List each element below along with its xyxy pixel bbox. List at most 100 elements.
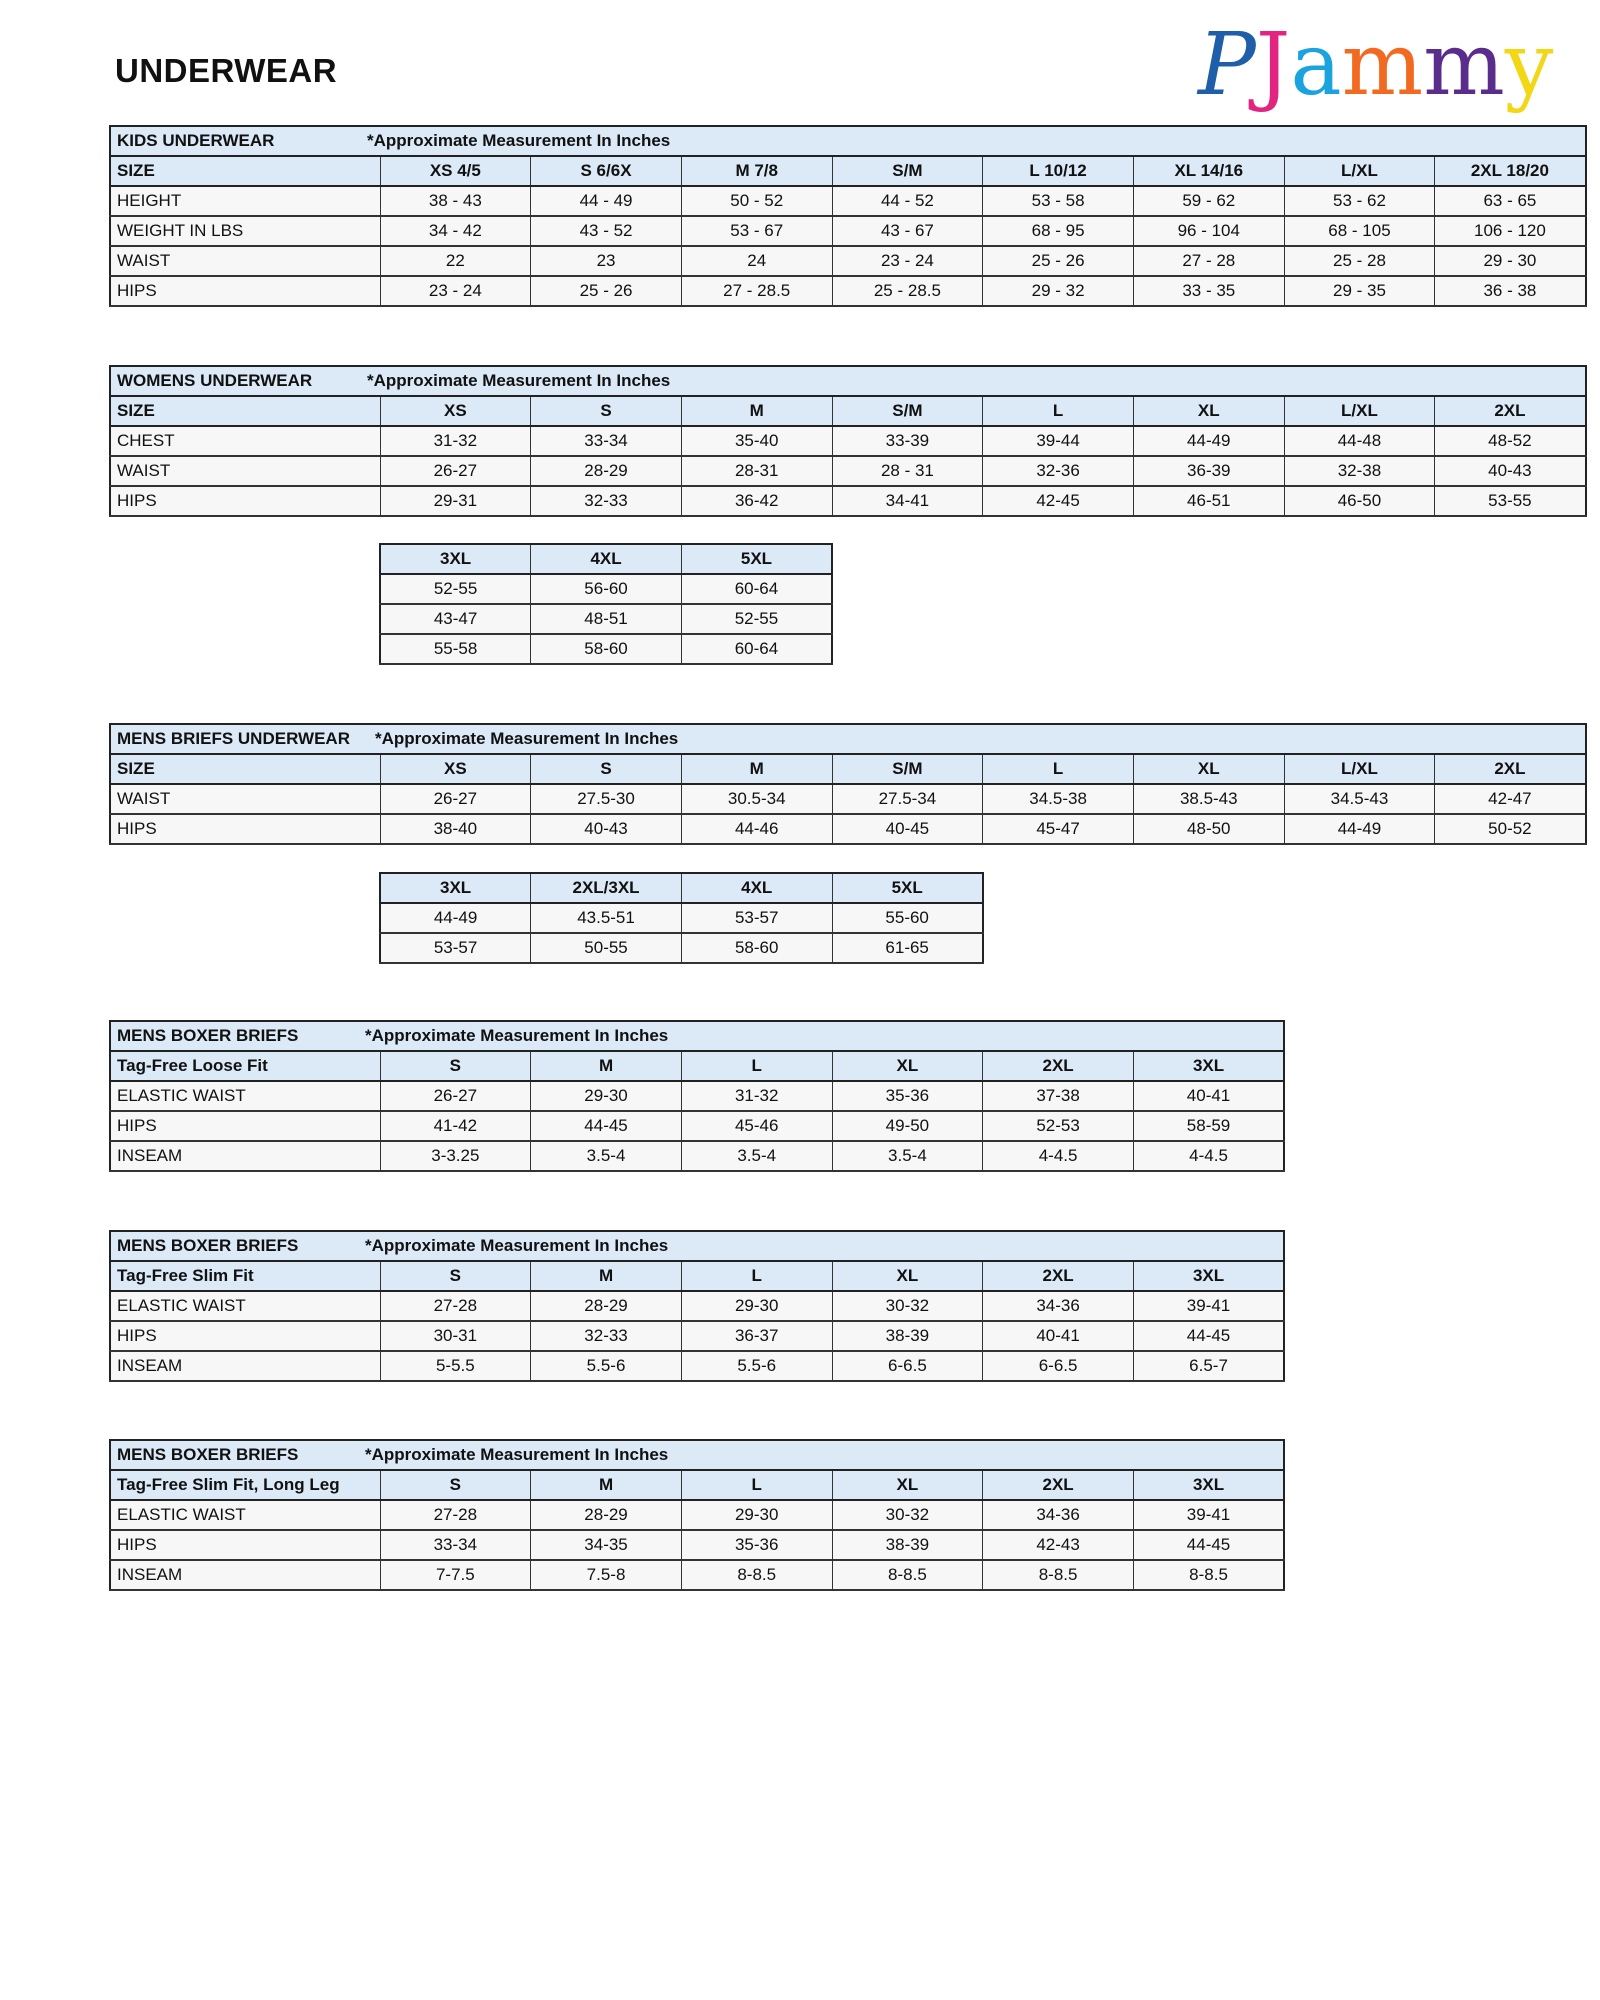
measurement-cell: 50 - 52 <box>680 185 833 217</box>
measurement-cell: 23 - 24 <box>831 245 984 277</box>
measurement-cell: 63 - 65 <box>1434 185 1586 217</box>
measurement-cell: 36-42 <box>680 485 833 517</box>
size-header-cell: S/M <box>831 395 984 427</box>
size-header-cell: S <box>530 753 682 785</box>
measurement-cell: 40-41 <box>982 1320 1134 1352</box>
size-header-cell: 2XL/3XL <box>530 872 682 904</box>
measurement-cell: 68 - 105 <box>1283 215 1436 247</box>
measurement-label: HIPS <box>109 275 381 307</box>
size-header-cell: 2XL <box>982 1050 1134 1082</box>
measurement-cell: 44-49 <box>379 902 532 934</box>
measurement-cell: 44-48 <box>1283 425 1436 457</box>
measurement-label: ELASTIC WAIST <box>109 1499 381 1531</box>
table-caption-row: MENS BOXER BRIEFS *Approximate Measuremen… <box>109 1230 1285 1262</box>
row-label-header: Tag-Free Slim Fit, Long Leg <box>109 1469 381 1501</box>
size-header-cell: L <box>680 1260 833 1292</box>
measurement-cell: 38-40 <box>379 813 532 845</box>
table-caption-row: KIDS UNDERWEAR *Approximate Measurement I… <box>109 125 1586 157</box>
table-caption-row: MENS BOXER BRIEFS *Approximate Measuremen… <box>109 1439 1285 1471</box>
measurement-label: HIPS <box>109 1529 381 1561</box>
table-row: WAIST 26-27 28-29 28-31 28 - 31 32-36 36-39 32-… <box>109 455 1586 487</box>
size-header-cell: XL <box>831 1260 984 1292</box>
measurement-note: *Approximate Measurement In Inches <box>367 131 671 150</box>
measurement-cell: 27.5-30 <box>530 783 682 815</box>
kids-size-table: KIDS UNDERWEAR *Approximate Measurement I… <box>109 125 1587 307</box>
measurement-cell: 34-36 <box>982 1499 1134 1531</box>
table-row: HIPS 33-34 34-35 35-36 38-39 42-43 44-45 <box>109 1529 1285 1561</box>
size-header-cell: 5XL <box>831 872 984 904</box>
measurement-cell: 39-44 <box>982 425 1134 457</box>
size-header-cell: 3XL <box>379 543 532 575</box>
measurement-cell: 6.5-7 <box>1132 1350 1285 1382</box>
measurement-cell: 42-43 <box>982 1529 1134 1561</box>
measurement-cell: 5.5-6 <box>680 1350 833 1382</box>
measurement-cell: 48-50 <box>1132 813 1285 845</box>
table-row: INSEAM 5-5.5 5.5-6 5.5-6 6-6.5 6-6.5 6.5-7 <box>109 1350 1285 1382</box>
measurement-cell: 61-65 <box>831 932 984 964</box>
size-header-cell: XL <box>1132 753 1285 785</box>
size-header-cell: 3XL <box>379 872 532 904</box>
measurement-cell: 59 - 62 <box>1132 185 1285 217</box>
size-header-cell: L <box>982 753 1134 785</box>
measurement-cell: 34-35 <box>530 1529 682 1561</box>
measurement-cell: 3.5-4 <box>831 1140 984 1172</box>
size-header-cell: S/M <box>831 753 984 785</box>
table-row: 44-49 43.5-51 53-57 55-60 <box>379 902 984 934</box>
row-label-header: SIZE <box>109 395 381 427</box>
table-row: INSEAM 7-7.5 7.5-8 8-8.5 8-8.5 8-8.5 8-8.5 <box>109 1559 1285 1591</box>
measurement-cell: 29-30 <box>530 1080 682 1112</box>
measurement-note: *Approximate Measurement In Inches <box>375 729 679 748</box>
mens-briefs-size-table: MENS BRIEFS UNDERWEAR *Approximate Measur… <box>109 723 1587 845</box>
size-header-row: SIZE XS 4/5 S 6/6X M 7/8 S/M L 10/12 XL 14/16 L… <box>109 155 1586 187</box>
measurement-cell: 44-45 <box>1132 1320 1285 1352</box>
measurement-cell: 30.5-34 <box>680 783 833 815</box>
measurement-cell: 40-41 <box>1132 1080 1285 1112</box>
size-header-cell: XL <box>1132 395 1285 427</box>
measurement-cell: 44-49 <box>1283 813 1436 845</box>
size-header-cell: S <box>379 1260 532 1292</box>
measurement-cell: 43 - 52 <box>530 215 682 247</box>
size-header-cell: XS <box>379 753 532 785</box>
measurement-cell: 53-57 <box>379 932 532 964</box>
measurement-cell: 68 - 95 <box>982 215 1134 247</box>
measurement-cell: 48-51 <box>530 603 682 635</box>
measurement-cell: 46-51 <box>1132 485 1285 517</box>
measurement-cell: 42-47 <box>1434 783 1586 815</box>
size-header-cell: M <box>530 1050 682 1082</box>
measurement-cell: 44-46 <box>680 813 833 845</box>
measurement-cell: 25 - 26 <box>982 245 1134 277</box>
measurement-cell: 38-39 <box>831 1320 984 1352</box>
size-header-cell: M <box>530 1260 682 1292</box>
measurement-cell: 27.5-34 <box>831 783 984 815</box>
measurement-cell: 43.5-51 <box>530 902 682 934</box>
measurement-cell: 33 - 35 <box>1132 275 1285 307</box>
measurement-cell: 29-31 <box>379 485 532 517</box>
measurement-cell: 22 <box>379 245 532 277</box>
measurement-cell: 27 - 28.5 <box>680 275 833 307</box>
size-header-cell: L <box>680 1469 833 1501</box>
measurement-cell: 27-28 <box>379 1290 532 1322</box>
measurement-cell: 8-8.5 <box>982 1559 1134 1591</box>
measurement-cell: 32-38 <box>1283 455 1436 487</box>
measurement-cell: 52-53 <box>982 1110 1134 1142</box>
measurement-cell: 35-40 <box>680 425 833 457</box>
logo-letter: J <box>1255 15 1291 115</box>
size-header-row: Tag-Free Slim Fit, Long Leg S M L XL 2XL 3XL <box>109 1469 1285 1501</box>
measurement-cell: 26-27 <box>379 455 532 487</box>
measurement-label: WAIST <box>109 783 381 815</box>
measurement-cell: 30-32 <box>831 1290 984 1322</box>
size-header-cell: M 7/8 <box>680 155 833 187</box>
measurement-cell: 5-5.5 <box>379 1350 532 1382</box>
measurement-cell: 31-32 <box>680 1080 833 1112</box>
size-header-cell: XL 14/16 <box>1132 155 1285 187</box>
measurement-cell: 34-36 <box>982 1290 1134 1322</box>
measurement-label: INSEAM <box>109 1559 381 1591</box>
measurement-cell: 96 - 104 <box>1132 215 1285 247</box>
table-title: WOMENS UNDERWEAR <box>117 371 313 390</box>
logo-letter: m <box>1341 15 1424 115</box>
measurement-cell: 53-57 <box>680 902 833 934</box>
womens-size-table: WOMENS UNDERWEAR *Approximate Measurement… <box>109 365 1587 517</box>
size-header-cell: 2XL 18/20 <box>1434 155 1586 187</box>
measurement-cell: 34.5-43 <box>1283 783 1436 815</box>
size-header-cell: S/M <box>831 155 984 187</box>
